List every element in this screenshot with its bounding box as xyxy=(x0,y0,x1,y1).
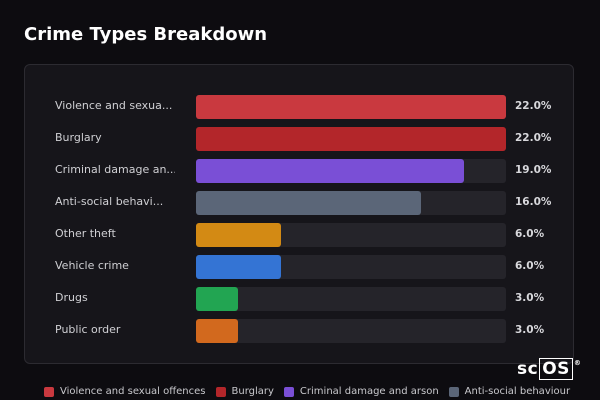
category-label: Burglary xyxy=(55,131,102,144)
legend-swatch xyxy=(44,386,54,397)
chart-legend: Violence and sexual offences Burglary Crim… xyxy=(44,386,570,397)
bar-row: Anti-social behavi... 16.0% xyxy=(25,191,573,215)
chart-title: Crime Types Breakdown xyxy=(24,24,268,45)
bar[interactable] xyxy=(196,223,281,247)
bar[interactable] xyxy=(196,191,421,215)
value-label: 6.0% xyxy=(515,228,545,240)
bar-track xyxy=(196,191,506,215)
bar[interactable] xyxy=(196,319,238,343)
category-label: Anti-social behavi... xyxy=(55,195,164,208)
bar-track xyxy=(196,287,506,311)
value-label: 6.0% xyxy=(515,260,545,272)
legend-item[interactable]: Burglary xyxy=(215,386,274,397)
bar[interactable] xyxy=(196,127,506,151)
bar[interactable] xyxy=(196,95,506,119)
value-label: 19.0% xyxy=(515,164,552,176)
bar-row: Burglary 22.0% xyxy=(25,127,573,151)
bar-row: Public order 3.0% xyxy=(25,319,573,343)
bar[interactable] xyxy=(196,255,281,279)
legend-item[interactable]: Violence and sexual offences xyxy=(44,386,206,397)
scos-logo: sc OS ® xyxy=(517,358,582,380)
bar-track xyxy=(196,319,506,343)
legend-swatch xyxy=(215,386,226,397)
bar[interactable] xyxy=(196,159,464,183)
legend-item[interactable]: Anti-social behaviour xyxy=(448,386,571,397)
legend-swatch xyxy=(448,386,459,397)
legend-label: Criminal damage and arson xyxy=(299,386,439,397)
chart-panel: Violence and sexua... 22.0% Burglary 22.0% C… xyxy=(24,64,574,364)
legend-swatch xyxy=(283,386,294,397)
value-label: 3.0% xyxy=(515,324,545,336)
legend-label: Violence and sexual offences xyxy=(60,386,206,397)
bar-track xyxy=(196,159,506,183)
category-label: Vehicle crime xyxy=(55,259,129,272)
value-label: 22.0% xyxy=(515,100,552,112)
category-label: Criminal damage an... xyxy=(55,163,175,176)
value-label: 3.0% xyxy=(515,292,545,304)
bar[interactable] xyxy=(196,287,238,311)
category-label: Drugs xyxy=(55,291,88,304)
bar-track xyxy=(196,95,506,119)
bar-row: Criminal damage an... 19.0% xyxy=(25,159,573,183)
bar-track xyxy=(196,255,506,279)
bar-track xyxy=(196,127,506,151)
legend-item[interactable]: Criminal damage and arson xyxy=(283,386,439,397)
category-label: Other theft xyxy=(55,227,116,240)
bar-track xyxy=(196,223,506,247)
legend-label: Anti-social behaviour xyxy=(464,386,571,397)
bar-row: Drugs 3.0% xyxy=(25,287,573,311)
legend-label: Burglary xyxy=(231,386,274,397)
category-label: Public order xyxy=(55,323,121,336)
value-label: 22.0% xyxy=(515,132,552,144)
category-label: Violence and sexua... xyxy=(55,99,173,112)
value-label: 16.0% xyxy=(515,196,552,208)
bar-row: Other theft 6.0% xyxy=(25,223,573,247)
bar-row: Vehicle crime 6.0% xyxy=(25,255,573,279)
bar-row: Violence and sexua... 22.0% xyxy=(25,95,573,119)
